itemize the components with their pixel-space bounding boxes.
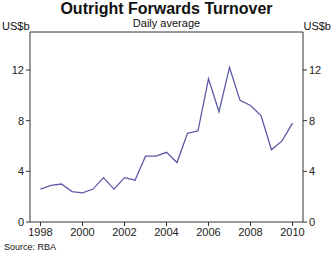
svg-text:2010: 2010 [280,226,304,238]
html-text:Source: RBA: Source: RBA [4,242,56,252]
svg-text:4: 4 [309,165,315,177]
svg-text:2002: 2002 [112,226,136,238]
svg-text:2004: 2004 [154,226,178,238]
svg-text:4: 4 [18,165,24,177]
html-text:Outright Forwards Turnover: Outright Forwards Turnover [60,0,273,17]
html-text:US$b: US$b [2,20,30,32]
svg-text:12: 12 [309,64,321,76]
svg-text:12: 12 [12,64,24,76]
html-text:Daily average: Daily average [132,17,201,29]
svg-text:2000: 2000 [70,226,94,238]
svg-text:2006: 2006 [196,226,220,238]
svg-text:2008: 2008 [238,226,262,238]
svg-text:0: 0 [18,216,24,228]
svg-text:0: 0 [309,216,315,228]
svg-text:8: 8 [309,115,315,127]
svg-text:1998: 1998 [28,226,52,238]
svg-text:8: 8 [18,115,24,127]
html-text:US$b: US$b [303,20,331,32]
